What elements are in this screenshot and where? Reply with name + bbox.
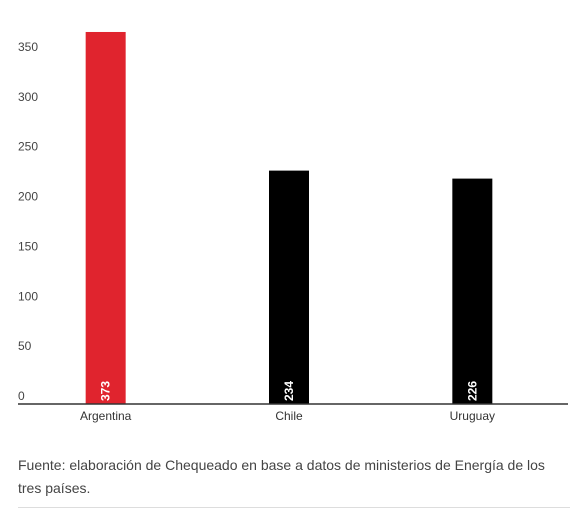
y-tick-label: 50	[18, 339, 32, 353]
y-tick-label: 250	[18, 140, 38, 154]
data-labels: 373 234 226	[99, 381, 480, 401]
bar-chile	[269, 170, 309, 404]
y-tick-label: 0	[18, 389, 25, 403]
bar-chart: 0 50 100 150 200 250 300 350 373 234 226 Argentin…	[18, 31, 568, 423]
bar-argentina	[85, 31, 126, 405]
x-tick-label-argentina: Argentina	[80, 409, 132, 423]
bars	[85, 31, 493, 405]
data-label-chile: 234	[282, 381, 296, 401]
y-tick-label: 200	[18, 190, 38, 204]
chart-svg: 0 50 100 150 200 250 300 350 373 234 226 Argentin…	[18, 31, 568, 423]
x-axis-labels: Argentina Chile Uruguay	[80, 409, 495, 423]
data-label-argentina: 373	[99, 381, 113, 401]
y-tick-label: 350	[18, 40, 38, 54]
bar-uruguay	[452, 178, 493, 404]
y-axis-ticks: 0 50 100 150 200 250 300 350	[18, 40, 38, 403]
source-note: Fuente: elaboración de Chequeado en base…	[18, 457, 545, 496]
divider	[18, 507, 570, 508]
x-tick-label-uruguay: Uruguay	[450, 409, 495, 423]
y-tick-label: 100	[18, 289, 38, 303]
y-tick-label: 300	[18, 90, 38, 104]
data-label-uruguay: 226	[465, 381, 479, 401]
y-tick-label: 150	[18, 239, 38, 253]
x-tick-label-chile: Chile	[275, 409, 303, 423]
